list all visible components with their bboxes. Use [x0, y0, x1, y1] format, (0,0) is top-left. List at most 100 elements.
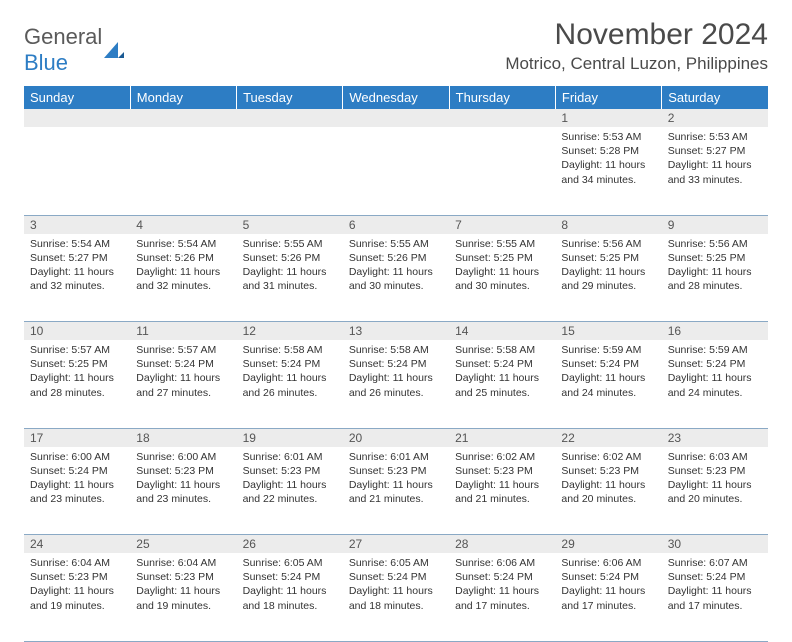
sunset-line: Sunset: 5:24 PM — [349, 357, 443, 371]
sunset-line: Sunset: 5:24 PM — [561, 570, 655, 584]
sunrise-line: Sunrise: 6:06 AM — [561, 556, 655, 570]
day-detail-cell: Sunrise: 6:07 AMSunset: 5:24 PMDaylight:… — [662, 553, 768, 641]
day-detail-cell: Sunrise: 6:06 AMSunset: 5:24 PMDaylight:… — [555, 553, 661, 641]
sunset-line: Sunset: 5:24 PM — [455, 570, 549, 584]
daylight-line: Daylight: 11 hours and 25 minutes. — [455, 371, 549, 399]
daylight-line: Daylight: 11 hours and 28 minutes. — [30, 371, 124, 399]
daylight-line: Daylight: 11 hours and 24 minutes. — [561, 371, 655, 399]
day-detail-cell: Sunrise: 6:04 AMSunset: 5:23 PMDaylight:… — [24, 553, 130, 641]
day-detail-cell: Sunrise: 6:04 AMSunset: 5:23 PMDaylight:… — [130, 553, 236, 641]
daylight-line: Daylight: 11 hours and 22 minutes. — [243, 478, 337, 506]
weekday-header: Sunday — [24, 86, 130, 109]
sunrise-line: Sunrise: 6:04 AM — [30, 556, 124, 570]
sunrise-line: Sunrise: 6:06 AM — [455, 556, 549, 570]
day-number-cell: 2 — [662, 109, 768, 127]
day-detail-cell: Sunrise: 5:55 AMSunset: 5:26 PMDaylight:… — [343, 234, 449, 322]
day-number-cell: 17 — [24, 428, 130, 447]
sunrise-line: Sunrise: 6:01 AM — [243, 450, 337, 464]
sunrise-line: Sunrise: 6:03 AM — [668, 450, 762, 464]
day-number-cell: 5 — [237, 215, 343, 234]
day-detail-cell — [237, 127, 343, 215]
day-number-cell: 15 — [555, 322, 661, 341]
sunset-line: Sunset: 5:28 PM — [561, 144, 655, 158]
day-number-cell: 8 — [555, 215, 661, 234]
day-number-cell: 13 — [343, 322, 449, 341]
day-detail-cell: Sunrise: 5:53 AMSunset: 5:28 PMDaylight:… — [555, 127, 661, 215]
day-number-cell: 23 — [662, 428, 768, 447]
day-detail-row: Sunrise: 6:00 AMSunset: 5:24 PMDaylight:… — [24, 447, 768, 535]
weekday-header: Saturday — [662, 86, 768, 109]
sunset-line: Sunset: 5:23 PM — [349, 464, 443, 478]
sunrise-line: Sunrise: 5:59 AM — [561, 343, 655, 357]
logo: General Blue — [24, 24, 124, 76]
day-detail-cell: Sunrise: 5:55 AMSunset: 5:26 PMDaylight:… — [237, 234, 343, 322]
day-detail-cell: Sunrise: 6:02 AMSunset: 5:23 PMDaylight:… — [555, 447, 661, 535]
day-number-cell: 3 — [24, 215, 130, 234]
day-detail-cell: Sunrise: 5:57 AMSunset: 5:25 PMDaylight:… — [24, 340, 130, 428]
sunrise-line: Sunrise: 5:53 AM — [668, 130, 762, 144]
sunrise-line: Sunrise: 6:01 AM — [349, 450, 443, 464]
day-detail-cell: Sunrise: 6:06 AMSunset: 5:24 PMDaylight:… — [449, 553, 555, 641]
day-number-cell: 10 — [24, 322, 130, 341]
sunset-line: Sunset: 5:23 PM — [668, 464, 762, 478]
day-detail-cell: Sunrise: 5:54 AMSunset: 5:26 PMDaylight:… — [130, 234, 236, 322]
logo-triangle-icon — [104, 42, 124, 58]
calendar-table: SundayMondayTuesdayWednesdayThursdayFrid… — [24, 86, 768, 642]
day-number-cell: 6 — [343, 215, 449, 234]
sunset-line: Sunset: 5:24 PM — [349, 570, 443, 584]
sunrise-line: Sunrise: 5:53 AM — [561, 130, 655, 144]
sunrise-line: Sunrise: 6:00 AM — [136, 450, 230, 464]
day-number-cell: 24 — [24, 535, 130, 554]
day-detail-cell: Sunrise: 6:00 AMSunset: 5:24 PMDaylight:… — [24, 447, 130, 535]
daylight-line: Daylight: 11 hours and 26 minutes. — [243, 371, 337, 399]
sunrise-line: Sunrise: 6:04 AM — [136, 556, 230, 570]
sunset-line: Sunset: 5:25 PM — [455, 251, 549, 265]
sunrise-line: Sunrise: 5:57 AM — [30, 343, 124, 357]
daylight-line: Daylight: 11 hours and 18 minutes. — [243, 584, 337, 612]
day-detail-row: Sunrise: 6:04 AMSunset: 5:23 PMDaylight:… — [24, 553, 768, 641]
sunrise-line: Sunrise: 5:56 AM — [561, 237, 655, 251]
daylight-line: Daylight: 11 hours and 21 minutes. — [349, 478, 443, 506]
daylight-line: Daylight: 11 hours and 19 minutes. — [30, 584, 124, 612]
daylight-line: Daylight: 11 hours and 20 minutes. — [561, 478, 655, 506]
day-detail-row: Sunrise: 5:57 AMSunset: 5:25 PMDaylight:… — [24, 340, 768, 428]
day-number-row: 10111213141516 — [24, 322, 768, 341]
logo-word-2: Blue — [24, 50, 68, 75]
day-detail-cell: Sunrise: 6:03 AMSunset: 5:23 PMDaylight:… — [662, 447, 768, 535]
location-subtitle: Motrico, Central Luzon, Philippines — [505, 54, 768, 74]
calendar-header-row: SundayMondayTuesdayWednesdayThursdayFrid… — [24, 86, 768, 109]
day-number-cell: 16 — [662, 322, 768, 341]
weekday-header: Wednesday — [343, 86, 449, 109]
page-header: General Blue November 2024 Motrico, Cent… — [24, 18, 768, 76]
daylight-line: Daylight: 11 hours and 30 minutes. — [349, 265, 443, 293]
day-number-cell: 21 — [449, 428, 555, 447]
day-detail-cell: Sunrise: 6:05 AMSunset: 5:24 PMDaylight:… — [237, 553, 343, 641]
day-detail-cell — [24, 127, 130, 215]
daylight-line: Daylight: 11 hours and 32 minutes. — [136, 265, 230, 293]
daylight-line: Daylight: 11 hours and 19 minutes. — [136, 584, 230, 612]
day-number-row: 17181920212223 — [24, 428, 768, 447]
day-number-cell: 18 — [130, 428, 236, 447]
sunset-line: Sunset: 5:24 PM — [455, 357, 549, 371]
daylight-line: Daylight: 11 hours and 23 minutes. — [136, 478, 230, 506]
day-number-cell: 29 — [555, 535, 661, 554]
logo-text: General Blue — [24, 24, 102, 76]
day-detail-cell: Sunrise: 5:59 AMSunset: 5:24 PMDaylight:… — [662, 340, 768, 428]
sunset-line: Sunset: 5:25 PM — [561, 251, 655, 265]
sunset-line: Sunset: 5:24 PM — [243, 570, 337, 584]
day-detail-cell: Sunrise: 6:00 AMSunset: 5:23 PMDaylight:… — [130, 447, 236, 535]
day-number-row: 12 — [24, 109, 768, 127]
sunrise-line: Sunrise: 6:05 AM — [349, 556, 443, 570]
sunset-line: Sunset: 5:23 PM — [561, 464, 655, 478]
day-number-cell: 26 — [237, 535, 343, 554]
sunset-line: Sunset: 5:23 PM — [136, 464, 230, 478]
sunrise-line: Sunrise: 5:57 AM — [136, 343, 230, 357]
sunrise-line: Sunrise: 5:55 AM — [455, 237, 549, 251]
sunrise-line: Sunrise: 5:54 AM — [30, 237, 124, 251]
sunset-line: Sunset: 5:25 PM — [30, 357, 124, 371]
day-number-cell: 7 — [449, 215, 555, 234]
sunset-line: Sunset: 5:27 PM — [668, 144, 762, 158]
sunrise-line: Sunrise: 6:00 AM — [30, 450, 124, 464]
sunset-line: Sunset: 5:24 PM — [30, 464, 124, 478]
sunset-line: Sunset: 5:23 PM — [243, 464, 337, 478]
